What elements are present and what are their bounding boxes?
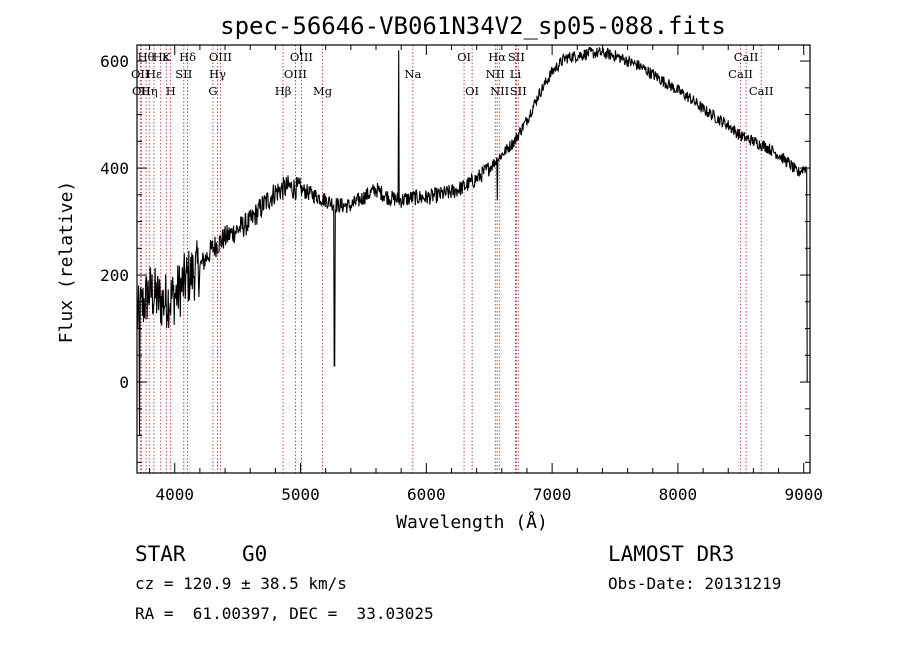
y-tick-label-2: 400: [100, 159, 129, 178]
line-label-20: NII: [486, 67, 505, 81]
line-label-27: CaII: [734, 50, 759, 64]
line-label-21: Hα: [488, 50, 506, 64]
survey-name: LAMOST DR3: [608, 542, 735, 566]
line-label-4: Hε: [146, 67, 162, 81]
line-label-25: SII: [510, 84, 527, 98]
line-label-10: G: [208, 84, 217, 98]
line-label-19: OI: [465, 84, 479, 98]
line-label-28: CaII: [749, 84, 774, 98]
line-label-15: OIII: [290, 50, 313, 64]
x-tick-label-4: 8000: [659, 485, 698, 504]
line-label-12: OIII: [209, 50, 232, 64]
line-label-23: Li: [510, 67, 522, 81]
line-label-8: SII: [175, 67, 192, 81]
line-label-5: Hε: [153, 50, 169, 64]
line-label-24: SII: [508, 50, 525, 64]
line-label-17: Na: [404, 67, 421, 81]
spectral-line-labels: OIIOIIHθHηHεHεKHSIIHδGHγOIIIHβOIIIOIIIMg…: [131, 50, 774, 98]
line-label-16: Mg: [313, 84, 333, 98]
x-axis-label: Wavelength (Å): [396, 511, 548, 533]
observation-date: Obs-Date: 20131219: [608, 574, 782, 593]
chart-title: spec-56646-VB061N34V2_sp05-088.fits: [220, 12, 726, 40]
coordinates: RA = 61.00397, DEC = 33.03025: [135, 604, 434, 623]
y-tick-label-3: 600: [100, 52, 129, 71]
line-label-13: Hβ: [275, 84, 292, 98]
x-tick-label-1: 5000: [281, 485, 320, 504]
object-subclass: G0: [242, 542, 268, 566]
line-label-7: H: [166, 84, 176, 98]
y-axis-label: Flux (relative): [56, 181, 77, 344]
axis-ticks: 4000 5000 6000 7000 8000 9000 0 200 400 600: [100, 45, 823, 504]
x-tick-label-0: 4000: [155, 485, 194, 504]
spectral-lines: [139, 45, 762, 473]
line-label-3: Hη: [141, 84, 158, 98]
x-tick-label-3: 7000: [533, 485, 572, 504]
line-label-0: OII: [131, 67, 150, 81]
line-label-22: NII: [490, 84, 509, 98]
x-tick-label-2: 6000: [407, 485, 446, 504]
y-tick-label-1: 200: [100, 266, 129, 285]
y-tick-label-0: 0: [119, 373, 129, 392]
line-label-2: Hθ: [138, 50, 155, 64]
line-label-11: Hγ: [209, 67, 226, 81]
line-label-26: CaII: [728, 67, 753, 81]
line-label-6: K: [162, 50, 171, 64]
line-label-14: OIII: [284, 67, 307, 81]
line-label-18: OI: [457, 50, 471, 64]
spectrum-series: [136, 46, 808, 436]
plot-frame: [136, 44, 811, 474]
redshift-value: cz = 120.9 ± 38.5 km/s: [135, 574, 347, 593]
x-tick-label-5: 9000: [784, 485, 823, 504]
object-class: STAR: [135, 542, 186, 566]
line-label-9: Hδ: [179, 50, 196, 64]
